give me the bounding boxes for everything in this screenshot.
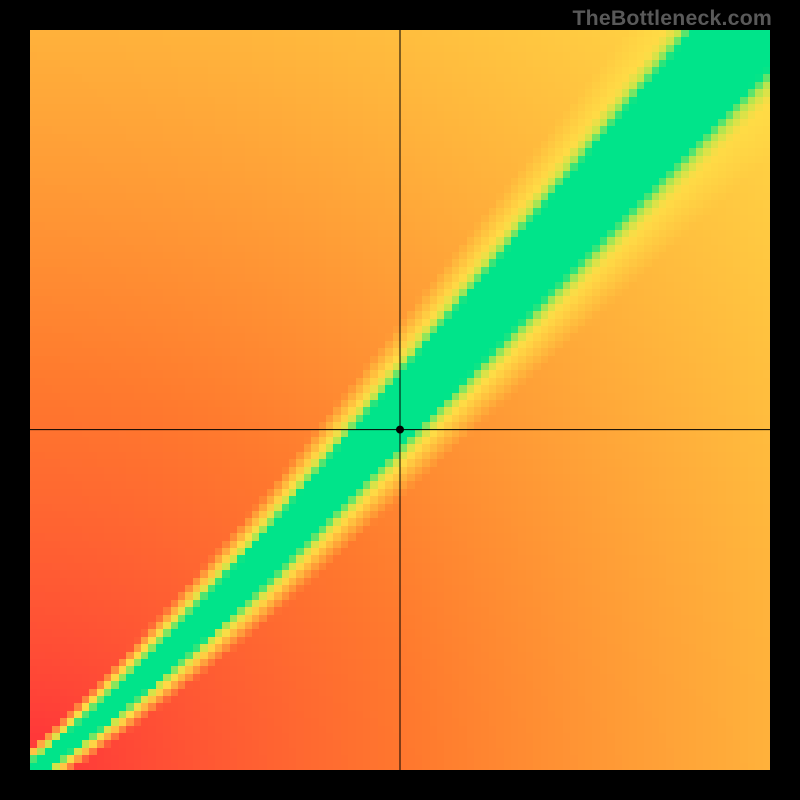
plot-area (30, 30, 770, 770)
watermark-text: TheBottleneck.com (572, 6, 772, 31)
heatmap-canvas (30, 30, 770, 770)
chart-frame: TheBottleneck.com (0, 0, 800, 800)
